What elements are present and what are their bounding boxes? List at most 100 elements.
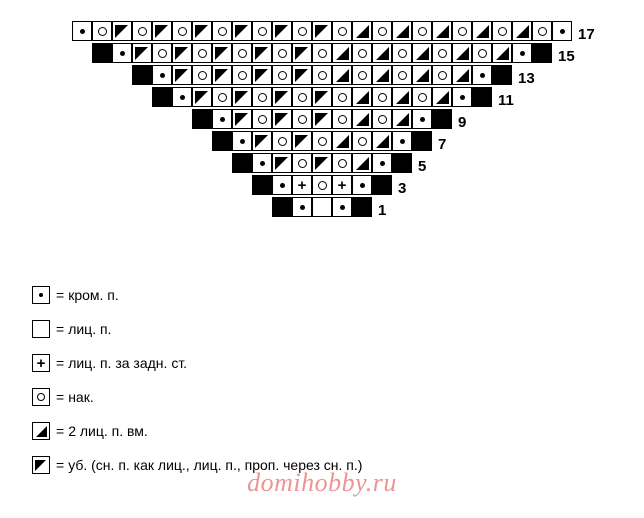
stitch-cell [372,175,392,195]
stitch-cell [272,65,292,85]
stitch-cell [512,21,532,41]
stitch-cell [272,197,292,217]
stitch-cell [192,87,212,107]
stitch-cell [312,175,332,195]
stitch-cell [472,87,492,107]
stitch-cell [272,109,292,129]
stitch-cell [412,65,432,85]
stitch-cell [352,153,372,173]
stitch-cell [372,65,392,85]
stitch-cell [212,43,232,63]
stitch-cell [452,21,472,41]
stitch-cell [412,109,432,129]
chart-row: 7 [87,130,557,152]
stitch-cell [332,65,352,85]
stitch-cell [112,43,132,63]
stitch-cell [372,153,392,173]
stitch-cell [292,153,312,173]
legend-label: 2 лиц. п. вм. [68,423,148,439]
stitch-cell [332,21,352,41]
stitch-cell [312,21,332,41]
stitch-cell [132,21,152,41]
stitch-cell [252,21,272,41]
stitch-cell: + [292,175,312,195]
stitch-cell [552,21,572,41]
stitch-cell [132,43,152,63]
row-number: 3 [394,180,424,197]
stitch-cell [252,43,272,63]
legend-row: +=лиц. п. за задн. ст. [32,354,362,372]
stitch-cell [72,21,92,41]
stitch-cell [312,109,332,129]
stitch-cell [172,43,192,63]
stitch-cell [492,43,512,63]
legend-label: лиц. п. за задн. ст. [68,355,187,371]
stitch-cell [492,21,512,41]
chart-row: + +3 [87,174,557,196]
stitch-cell [412,131,432,151]
stitch-cell [512,43,532,63]
stitch-cell [292,43,312,63]
stitch-cell [372,109,392,129]
row-number: 1 [374,202,404,219]
stitch-cell [312,65,332,85]
stitch-cell [292,109,312,129]
stitch-cell [292,131,312,151]
chart-row: 1 [87,196,557,218]
chart-row: 5 [87,152,557,174]
chart-row: 9 [87,108,557,130]
stitch-cell [392,43,412,63]
stitch-cell [112,21,132,41]
stitch-cell [192,43,212,63]
stitch-cell [452,87,472,107]
chart-row: 15 [87,42,557,64]
stitch-cell [292,65,312,85]
stitch-cell: + [332,175,352,195]
stitch-cell [212,21,232,41]
stitch-cell [472,43,492,63]
stitch-cell [172,87,192,107]
stitch-cell [312,87,332,107]
legend-label: нак. [68,389,94,405]
stitch-cell [192,65,212,85]
equals-sign: = [56,423,64,439]
stitch-cell [312,43,332,63]
equals-sign: = [56,457,64,473]
chart-row: 17 [87,20,557,42]
row-number: 11 [494,92,524,109]
equals-sign: = [56,321,64,337]
stitch-cell [272,21,292,41]
stitch-cell [392,21,412,41]
stitch-cell [452,43,472,63]
legend-symbol: + [32,354,50,372]
row-number: 15 [554,48,584,65]
stitch-cell [252,109,272,129]
equals-sign: = [56,287,64,303]
stitch-cell [192,21,212,41]
stitch-cell [412,87,432,107]
legend: =кром. п.=лиц. п.+=лиц. п. за задн. ст.=… [32,286,362,490]
stitch-cell [352,21,372,41]
stitch-cell [352,131,372,151]
knitting-chart-page: 17151311975++31 =кром. п.=лиц. п.+=лиц. … [0,0,644,518]
stitch-cell [472,65,492,85]
row-number: 13 [514,70,544,87]
legend-row: =уб. (сн. п. как лиц., лиц. п., проп. че… [32,456,362,474]
legend-symbol [32,286,50,304]
stitch-cell [392,109,412,129]
chart-grid: 1715 13 11975+ +3 1 [87,20,557,218]
stitch-cell [452,65,472,85]
chart-row: 11 [87,86,557,108]
stitch-cell [232,109,252,129]
stitch-cell [372,87,392,107]
stitch-cell [352,87,372,107]
stitch-cell [332,43,352,63]
stitch-cell [312,197,332,217]
stitch-cell [252,65,272,85]
stitch-cell [152,43,172,63]
stitch-cell [432,43,452,63]
stitch-cell [212,131,232,151]
stitch-cell [352,65,372,85]
stitch-cell [332,131,352,151]
stitch-cell [292,87,312,107]
